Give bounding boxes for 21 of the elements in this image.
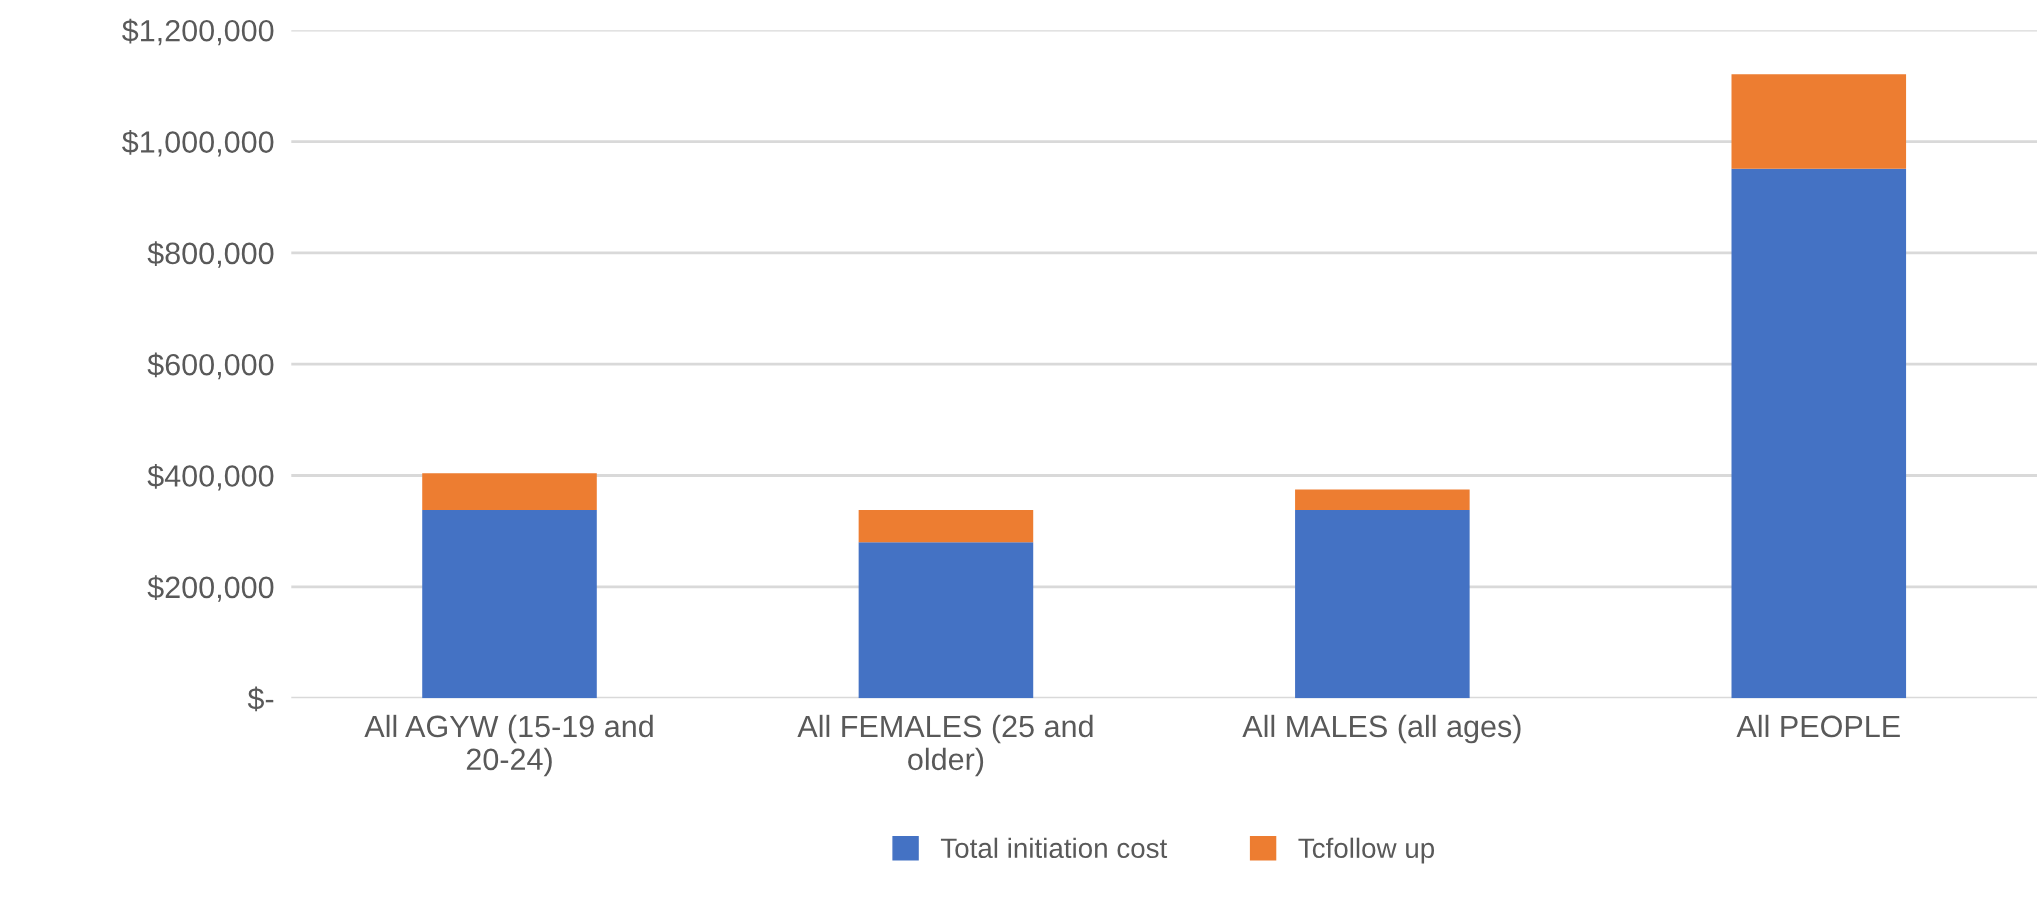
y-tick-label: $1,000,000 xyxy=(122,129,274,157)
bar xyxy=(1731,74,1907,169)
y-tick-label: $- xyxy=(247,686,274,712)
bar xyxy=(1295,510,1470,699)
bar xyxy=(1731,168,1907,699)
legend-label: Tcfollow up xyxy=(1298,837,1435,864)
bar xyxy=(1295,489,1470,511)
y-tick-label: $600,000 xyxy=(147,352,274,380)
legend-label: Total initiation cost xyxy=(940,837,1168,859)
bar xyxy=(422,473,597,511)
y-tick-label: $200,000 xyxy=(147,575,274,602)
bar xyxy=(422,510,597,699)
x-tick-label: All AGYW (15-19 and 20-24) xyxy=(364,714,653,777)
bar xyxy=(858,510,1034,543)
bar xyxy=(858,542,1034,699)
y-tick-label: $1,200,000 xyxy=(122,18,274,46)
y-tick-label: $800,000 xyxy=(147,241,274,268)
x-tick-label: All FEMALES (25 and older) xyxy=(797,714,1093,777)
x-tick-label: All MALES (all ages) xyxy=(1242,714,1521,744)
y-tick-label: $400,000 xyxy=(147,463,274,491)
x-tick-label: All PEOPLE xyxy=(1736,714,1900,738)
